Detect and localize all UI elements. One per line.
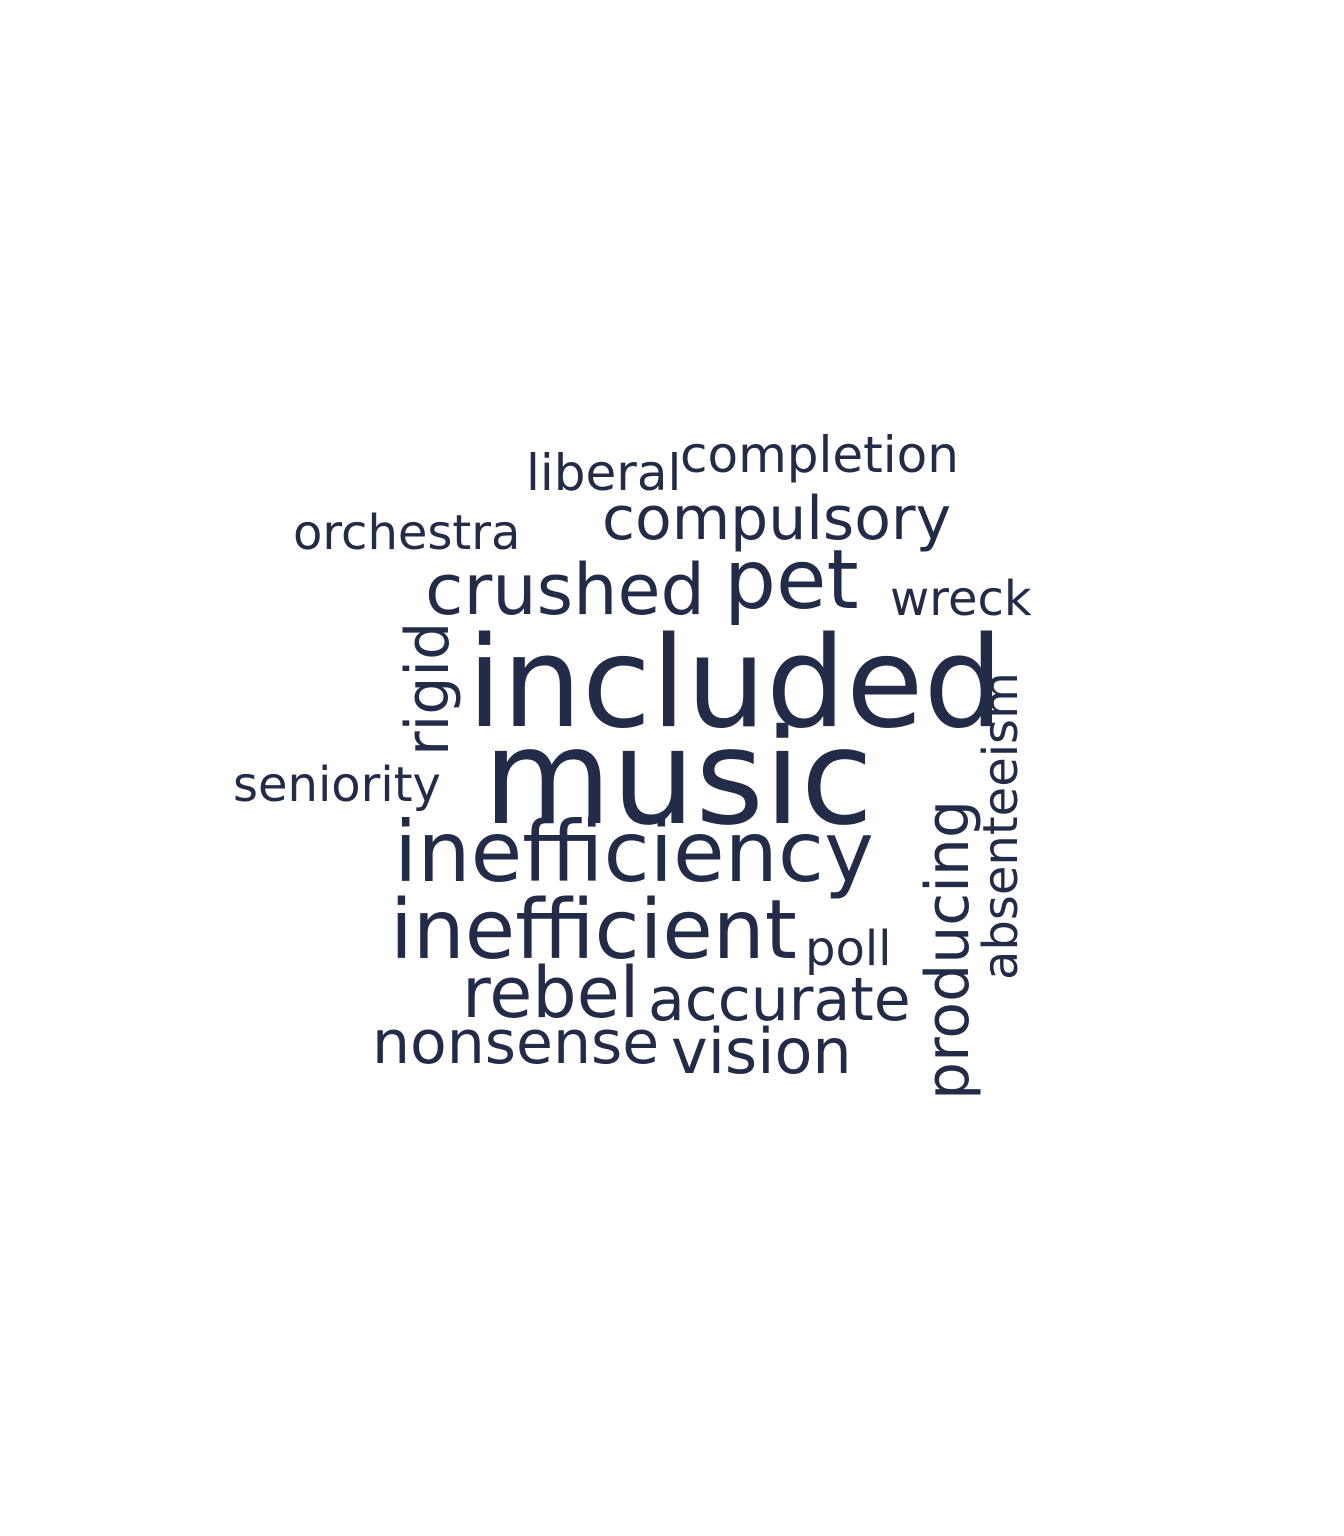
word-music: music	[483, 701, 874, 855]
word-included: included	[467, 609, 1004, 756]
word-rigid: rigid	[393, 621, 463, 756]
word-absenteeism: absenteeism	[973, 672, 1029, 980]
word-rebel: rebel	[462, 952, 640, 1034]
word-producing: producing	[913, 799, 983, 1100]
word-vision: vision	[671, 1015, 852, 1088]
word-compulsory: compulsory	[602, 484, 952, 554]
word-seniority: seniority	[233, 757, 441, 813]
word-completion: completion	[680, 426, 959, 484]
word-orchestra: orchestra	[293, 505, 521, 561]
word-inefficiency: inefficiency	[394, 803, 874, 901]
word-inefficient: inefficient	[390, 883, 797, 978]
word-wreck: wreck	[890, 571, 1032, 627]
word-accurate: accurate	[648, 965, 911, 1035]
word-crushed: crushed	[425, 549, 705, 631]
word-nonsense: nonsense	[372, 1008, 660, 1078]
word-liberal: liberal	[526, 444, 682, 502]
word-pet: pet	[724, 533, 859, 628]
word-poll: poll	[805, 921, 892, 977]
